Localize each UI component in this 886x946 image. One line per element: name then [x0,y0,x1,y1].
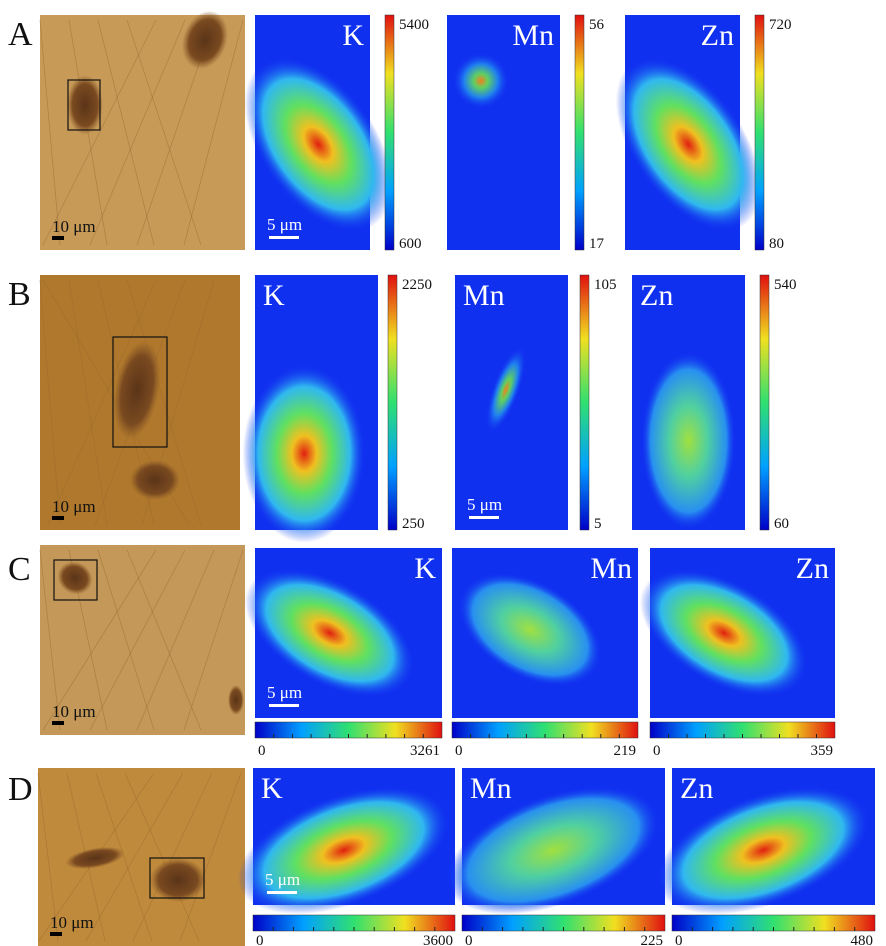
scale-bar [269,704,299,707]
colorbar-max: 359 [811,743,834,759]
colorbar-min: 17 [589,236,605,252]
cell-signal [641,352,736,531]
row-label: D [8,771,33,808]
colorbar-min: 0 [258,743,266,759]
colorbar [760,275,769,530]
optical-scale-label: 10 μm [52,702,96,721]
colorbar [388,275,397,530]
colorbar-max: 2250 [402,277,432,293]
scale-bar [52,516,64,520]
element-label: Mn [512,19,554,52]
colorbar-max: 3261 [410,743,440,759]
colorbar [575,15,584,250]
optical-scale-label: 10 μm [50,913,94,932]
cell [67,75,103,135]
element-label: Mn [590,552,632,585]
row-label: A [8,16,33,53]
element-label: Mn [463,279,505,312]
optical-scale-label: 10 μm [52,497,96,516]
optical-scale-label: 10 μm [52,217,96,236]
colorbar-max: 540 [774,277,797,293]
map-scale-label: 5 μm [267,215,302,234]
colorbar-max: 720 [769,17,792,33]
element-label: K [261,772,283,805]
colorbar-max: 3600 [423,933,453,946]
colorbar-max: 5400 [399,17,429,33]
scale-bar [52,236,64,240]
colorbar-min: 60 [774,516,789,532]
element-label: Zn [701,19,734,52]
colorbar-min: 0 [675,933,683,946]
figure: A10 μmK5 μm5400600Mn5617Zn72080B10 μmK22… [0,0,886,946]
element-label: Mn [470,772,512,805]
colorbar-min: 0 [653,743,661,759]
colorbar-min: 0 [256,933,264,946]
element-label: K [414,552,436,585]
map-scale-label: 5 μm [265,870,300,889]
colorbar [385,15,394,250]
cell-signal [243,364,366,543]
element-label: Zn [680,772,713,805]
element-label: K [342,19,364,52]
map-scale-label: 5 μm [467,495,502,514]
colorbar-max: 219 [614,743,637,759]
colorbar-min: 600 [399,236,422,252]
colorbar-max: 56 [589,17,605,33]
scale-bar [267,891,297,894]
element-label: Zn [796,552,829,585]
scale-bar [469,516,499,519]
colorbar [580,275,589,530]
row-label: B [8,276,31,313]
scale-bar [50,932,62,936]
cell [228,685,244,715]
colorbar-min: 250 [402,516,425,532]
cell [150,858,206,902]
colorbar-max: 480 [851,933,874,946]
colorbar-max: 225 [641,933,664,946]
colorbar-min: 80 [769,236,784,252]
colorbar-min: 0 [455,743,463,759]
colorbar-min: 0 [465,933,473,946]
element-label: K [263,279,285,312]
colorbar-min: 5 [594,516,602,532]
colorbar-max: 105 [594,277,617,293]
scale-bar [52,721,64,725]
scale-bar [269,236,299,239]
map-scale-label: 5 μm [267,683,302,702]
colorbar [755,15,764,250]
cell [130,460,180,500]
element-label: Zn [640,279,673,312]
row-label: C [8,551,31,588]
